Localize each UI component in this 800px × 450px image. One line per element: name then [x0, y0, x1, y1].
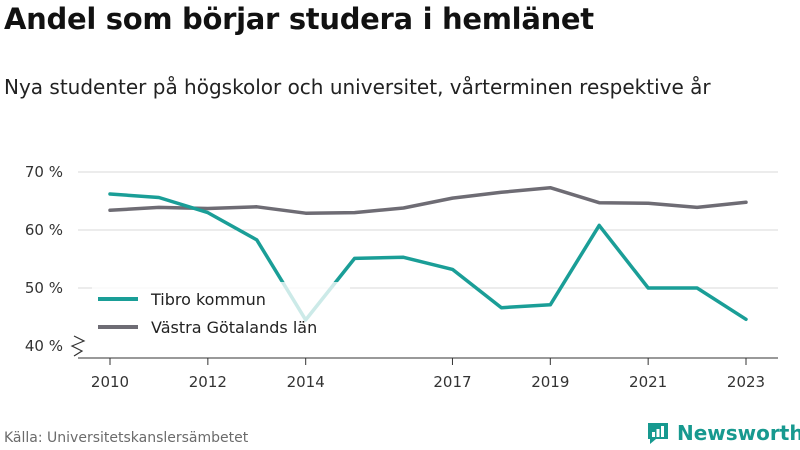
legend-label: Tibro kommun [150, 290, 266, 309]
legend-backdrop [92, 282, 350, 342]
line-chart: 40 % 50 % 60 % 70 % 2010 2012 2014 2017 2019 2021… [25, 163, 778, 391]
chart-title: Andel som börjar studera i hemlänet [4, 2, 594, 36]
y-tick-label: 60 % [25, 221, 63, 239]
chart-subtitle: Nya studenter på högskolor och universit… [4, 75, 711, 99]
x-tick-label: 2010 [91, 373, 129, 391]
x-tick-label: 2012 [189, 373, 227, 391]
axis-break-icon [70, 335, 86, 357]
x-tick-label: 2014 [287, 373, 325, 391]
y-tick-label: 50 % [25, 279, 63, 297]
x-tick-label: 2019 [531, 373, 569, 391]
newsworthy-logo-icon [648, 423, 668, 444]
legend-label: Västra Götalands län [151, 318, 317, 337]
brand-logo: Newsworthy [645, 420, 800, 446]
x-tick-label: 2017 [433, 373, 471, 391]
series-line [108, 185, 748, 215]
y-tick-label: 70 % [25, 163, 63, 181]
x-tick-label: 2021 [629, 373, 667, 391]
series-line [108, 192, 748, 322]
source-note: Källa: Universitetskanslersämbetet [4, 430, 249, 446]
brand-name: Newsworthy [677, 421, 800, 445]
x-tick-label: 2023 [727, 373, 765, 391]
y-tick-label: 40 % [25, 337, 63, 355]
